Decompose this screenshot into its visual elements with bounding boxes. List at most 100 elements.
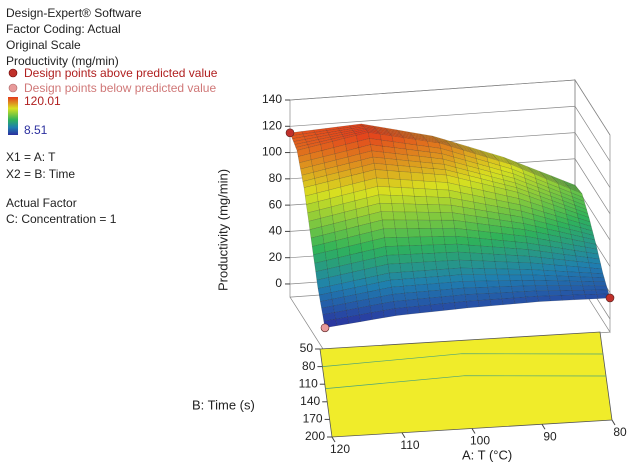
surface-facet [572, 294, 587, 301]
surface-facet [437, 196, 452, 206]
surface-facet [584, 294, 599, 300]
surface-facet [569, 280, 584, 287]
surface-facet [491, 239, 505, 249]
surface-facet [476, 293, 491, 301]
surface-facet [431, 236, 446, 246]
surface-facet [394, 307, 409, 316]
surface-facet [395, 228, 409, 238]
surface-facet [535, 285, 549, 292]
design-point [285, 128, 295, 138]
surface-facet [393, 300, 408, 309]
surface-facet [440, 288, 454, 298]
surface-cell [296, 132, 376, 188]
info-line: Factor Coding: Actual [6, 22, 121, 36]
surface-facet [422, 172, 437, 183]
y-tick-label: 200 [305, 429, 325, 443]
surface-facet [409, 245, 423, 255]
z-tick-label: 80 [269, 171, 283, 185]
surface-facet [413, 277, 428, 286]
surface-facet [440, 212, 454, 221]
surface-facet [486, 280, 500, 288]
actual-factor: C: Concentration = 1 [6, 212, 117, 226]
surface-facet [516, 248, 530, 257]
surface-facet [430, 303, 445, 313]
surface-facet [555, 270, 569, 277]
surface-facet [525, 296, 540, 303]
surface-facet [405, 298, 420, 308]
surface-cell [510, 163, 590, 218]
surface-facet [570, 285, 585, 291]
surface-facet [557, 280, 572, 286]
surface-facet [593, 281, 607, 287]
z-tick-label: 120 [262, 118, 282, 132]
info-line: Original Scale [6, 38, 81, 52]
surface-facet [424, 269, 439, 278]
surface-facet [424, 188, 439, 198]
surface-facet [428, 212, 442, 221]
surface-facet [459, 259, 473, 269]
surface-facet [387, 263, 402, 274]
surface-facet [418, 304, 433, 314]
surface-facet [549, 295, 563, 302]
surface-facet [530, 262, 544, 271]
surface-facet [385, 164, 400, 172]
surface-facet [398, 171, 413, 181]
surface-facet [481, 253, 496, 262]
surface-facet [517, 255, 531, 264]
x-tick-label: 90 [543, 429, 557, 443]
surface-facet [501, 297, 516, 306]
surface-facet [427, 204, 441, 213]
colorbar [8, 97, 18, 135]
x-tick-label: 100 [470, 434, 490, 448]
surface-facet [404, 211, 419, 221]
surface-facet [412, 270, 427, 279]
y-tick-label: 140 [300, 394, 320, 408]
surface-cell [310, 219, 390, 289]
surface-facet [507, 268, 522, 276]
surface-facet [414, 195, 428, 205]
surface-facet [484, 268, 498, 275]
surface-facet [444, 243, 459, 253]
surface-facet [385, 245, 400, 256]
surface-facet [403, 203, 417, 213]
surface-facet [418, 228, 433, 238]
surface-facet [410, 253, 424, 264]
surface-facet [436, 189, 451, 198]
surface-facet [402, 278, 416, 287]
surface-facet [403, 284, 417, 294]
surface-facet [497, 274, 511, 282]
surface-facet [556, 275, 570, 282]
surface-facet [494, 261, 509, 270]
surface-facet [506, 261, 521, 270]
surface-facet [537, 295, 551, 302]
surface-facet [391, 203, 406, 213]
surface-facet [426, 196, 440, 206]
x-tick-label: 120 [330, 442, 350, 456]
surface-facet [455, 235, 470, 246]
surface-facet [523, 285, 537, 292]
surface-facet [462, 280, 477, 289]
surface-facet [448, 267, 462, 276]
surface-facet [398, 254, 413, 264]
surface-facet [571, 289, 586, 296]
surface-facet [425, 276, 440, 285]
factor: X2 = B: Time [6, 167, 75, 181]
surface-facet [446, 251, 460, 262]
surface-facet [377, 186, 391, 196]
surface-facet [379, 202, 394, 213]
surface-facet [450, 281, 465, 290]
surface-facet [505, 254, 519, 263]
z-tick-label: 60 [269, 197, 283, 211]
surface-facet [408, 236, 422, 246]
surface-facet [466, 229, 480, 239]
z-tick-label: 0 [275, 276, 282, 290]
surface-facet [492, 246, 506, 256]
surface-facet [423, 180, 438, 190]
surface-facet [423, 261, 438, 271]
surface-facet [434, 173, 448, 183]
surface-facet [532, 274, 547, 281]
surface-cell [368, 132, 447, 176]
contour-line [322, 353, 604, 367]
info-line: Productivity (mg/min) [6, 54, 119, 68]
surface-facet [472, 268, 486, 276]
